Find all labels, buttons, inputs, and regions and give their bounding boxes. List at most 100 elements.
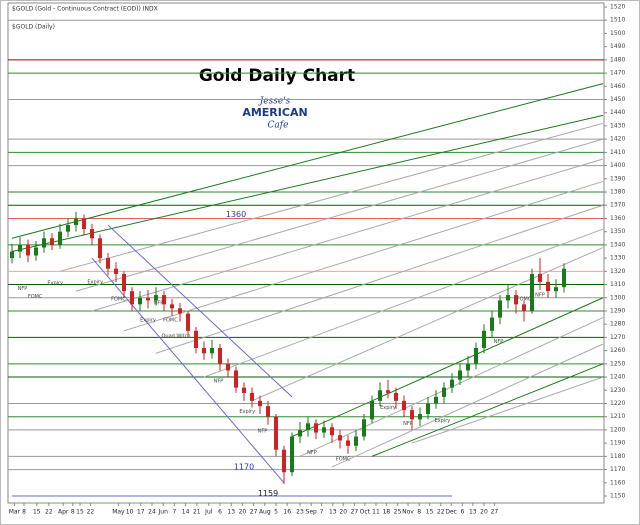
y-tick-label: 1410 (610, 149, 625, 156)
x-tick-label: 11 (372, 509, 380, 516)
x-tick-label: Apr (58, 509, 69, 516)
candle-body (162, 295, 166, 305)
candle-body (506, 295, 510, 301)
y-tick-label: 1230 (610, 387, 625, 394)
x-tick-label: 13 (329, 509, 337, 516)
candle-body (314, 423, 318, 433)
x-tick-label: Jun (158, 509, 169, 516)
annotation: NFP (494, 339, 504, 345)
y-tick-label: 1360 (610, 215, 625, 222)
y-tick-label: 1460 (610, 83, 625, 90)
header-title: $GOLD (Gold - Continuous Contract (EOD))… (12, 6, 158, 13)
candle-body (346, 440, 350, 446)
candle-body (514, 295, 518, 305)
candle-body (42, 238, 46, 248)
y-tick-label: 1490 (610, 43, 625, 50)
annotation: Expiry (140, 318, 156, 324)
annotation: NFP (214, 379, 224, 385)
candle-body (418, 414, 422, 420)
logo-text: AMERICAN (242, 106, 307, 119)
annotation: Expiry (380, 405, 396, 411)
x-tick-label: 6 (460, 509, 464, 516)
y-tick-label: 1310 (610, 281, 625, 288)
x-tick-label: 8 (71, 509, 75, 516)
x-tick-label: 21 (193, 509, 201, 516)
candle-body (34, 247, 38, 256)
y-tick-label: 1190 (610, 440, 625, 447)
candle-body (370, 400, 374, 420)
chart-title: Gold Daily Chart (199, 66, 355, 86)
candle-body (210, 347, 214, 354)
candle-body (98, 238, 102, 259)
candle-body (394, 392, 398, 401)
y-tick-label: 1300 (610, 294, 625, 301)
trend-line (123, 180, 604, 332)
x-tick-label: Oct (360, 509, 371, 516)
y-tick-label: 1160 (610, 479, 625, 486)
x-tick-label: Aug (259, 509, 271, 516)
candle-body (466, 363, 470, 371)
candle-body (562, 268, 566, 288)
y-tick-label: 1510 (610, 17, 625, 24)
candle-body (282, 449, 286, 473)
trend-line (331, 343, 604, 468)
candle-body (474, 347, 478, 364)
x-tick-label: 13 (227, 509, 235, 516)
x-tick-label: 17 (137, 509, 145, 516)
candle-body (146, 297, 150, 301)
trend-line (371, 363, 604, 457)
plot-frame (7, 2, 605, 504)
y-tick-label: 1480 (610, 56, 625, 63)
candle-body (274, 416, 278, 450)
x-tick-label: 20 (239, 509, 247, 516)
x-tick-label: May (112, 509, 125, 516)
candle-body (538, 273, 542, 282)
y-tick-label: 1380 (610, 189, 625, 196)
y-tick-label: 1270 (610, 334, 625, 341)
y-tick-label: 1430 (610, 122, 625, 129)
x-tick-label: 20 (480, 509, 488, 516)
candle-body (386, 390, 390, 393)
annotation: Expiry (47, 281, 63, 287)
x-tick-label: 22 (437, 509, 445, 516)
annotation: Expiry (435, 418, 451, 424)
y-tick-label: 1260 (610, 347, 625, 354)
candle-body (306, 423, 310, 430)
y-tick-label: 1220 (610, 400, 625, 407)
annotation: FOMC (163, 318, 178, 324)
y-tick-label: 1320 (610, 268, 625, 275)
annotation: 1170 (234, 462, 254, 471)
candle-body (250, 392, 254, 401)
trend-line (251, 247, 604, 402)
trend-line (75, 138, 604, 292)
annotation: NFP (403, 421, 413, 427)
x-tick-label: 27 (351, 509, 359, 516)
y-tick-label: 1200 (610, 426, 625, 433)
candle-body (226, 363, 230, 371)
trend-line (59, 122, 604, 272)
candle-body (434, 396, 438, 404)
candle-body (458, 370, 462, 380)
annotation: NFP (258, 429, 268, 435)
y-tick-label: 1180 (610, 453, 625, 460)
candle-body (554, 287, 558, 292)
candle-body (378, 390, 382, 401)
trend-line (203, 228, 604, 378)
x-tick-label: Dec (445, 509, 457, 516)
trend-line (11, 114, 604, 252)
annotation: NFP (307, 450, 317, 456)
candle-body (546, 281, 550, 292)
logo-text: Jesse's (258, 97, 291, 107)
candle-body (18, 244, 22, 252)
x-tick-label: 15 (33, 509, 41, 516)
candle-body (450, 379, 454, 388)
y-tick-label: 1170 (610, 466, 625, 473)
trend-line (291, 297, 604, 437)
trend-line (411, 376, 604, 444)
x-tick-label: 8 (417, 509, 421, 516)
y-tick-label: 1470 (610, 70, 625, 77)
trend-line (11, 83, 604, 239)
candle-body (82, 218, 86, 230)
candle-body (354, 436, 358, 446)
y-tick-label: 1330 (610, 255, 625, 262)
